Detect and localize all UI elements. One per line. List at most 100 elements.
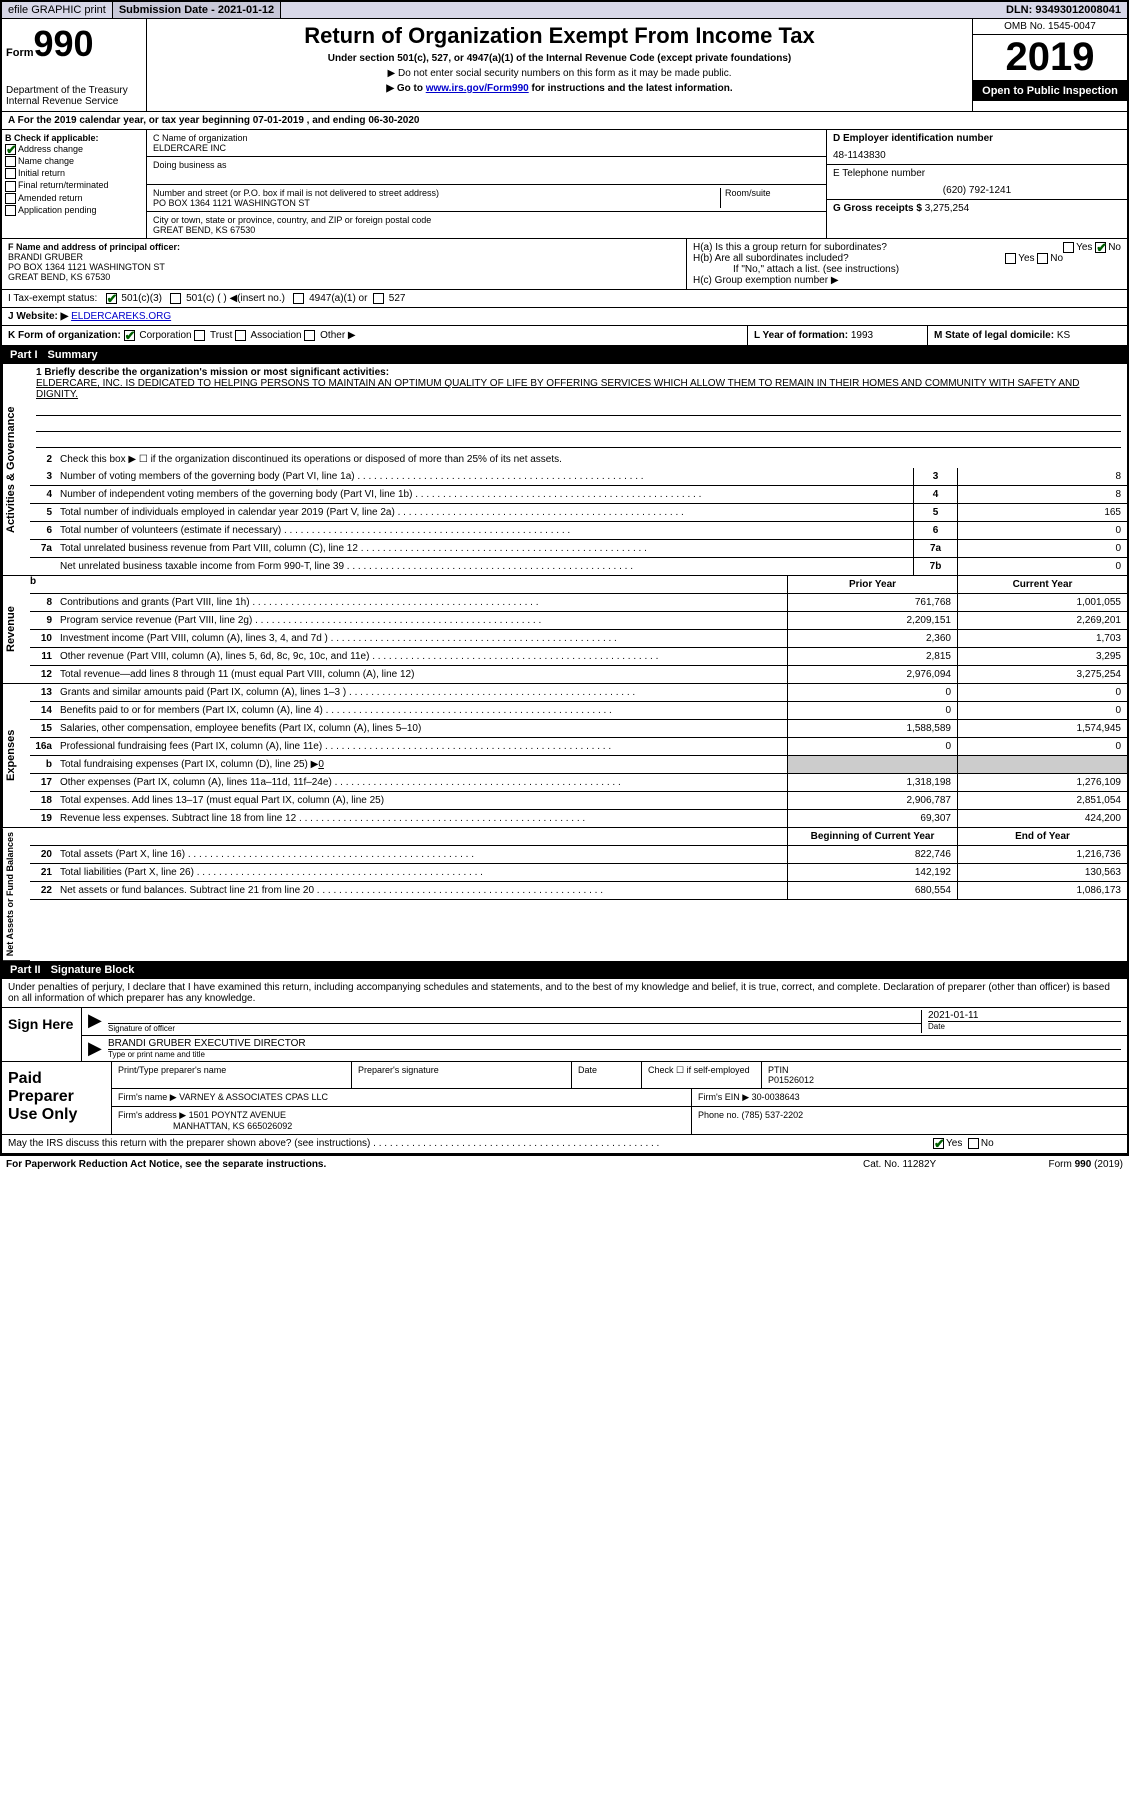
checkbox-icon[interactable] (373, 293, 384, 304)
dba-cell: Doing business as (147, 157, 826, 185)
footer-cat: Cat. No. 11282Y (863, 1159, 983, 1170)
form990-link[interactable]: www.irs.gov/Form990 (426, 83, 529, 94)
side-gov: Activities & Governance (2, 364, 30, 576)
period-row: A For the 2019 calendar year, or tax yea… (2, 112, 1127, 130)
section-b: B Check if applicable: Address change Na… (2, 130, 147, 238)
line-12: 12Total revenue—add lines 8 through 11 (… (30, 666, 1127, 684)
checkbox-icon[interactable] (968, 1138, 979, 1149)
checkbox-icon (5, 205, 16, 216)
paid-preparer-section: Paid Preparer Use Only Print/Type prepar… (2, 1061, 1127, 1134)
part2-header: Part II Signature Block (2, 961, 1127, 979)
city-value: GREAT BEND, KS 67530 (153, 225, 820, 235)
hc-row: H(c) Group exemption number ▶ (693, 275, 1121, 286)
section-c: C Name of organization ELDERCARE INC Doi… (147, 130, 827, 238)
checkbox-icon[interactable] (1063, 242, 1074, 253)
line-8: 8Contributions and grants (Part VIII, li… (30, 594, 1127, 612)
officer-name: BRANDI GRUBER (8, 252, 680, 262)
part1-title: Summary (48, 349, 98, 361)
page-footer: For Paperwork Reduction Act Notice, see … (0, 1156, 1129, 1173)
cb-app-pending[interactable]: Application pending (5, 205, 143, 216)
declaration-text: Under penalties of perjury, I declare th… (2, 979, 1127, 1007)
line-10: 10Investment income (Part VIII, column (… (30, 630, 1127, 648)
blank-line (36, 402, 1121, 416)
name-caption: C Name of organization (153, 133, 820, 143)
room-caption: Room/suite (725, 188, 820, 198)
checkbox-icon[interactable] (293, 293, 304, 304)
ssn-note: ▶ Do not enter social security numbers o… (151, 68, 968, 79)
checkbox-icon[interactable] (1037, 253, 1048, 264)
preparer-row-3: Firm's address ▶ 1501 POYNTZ AVENUE MANH… (112, 1107, 1127, 1134)
hb-label: H(b) Are all subordinates included? (693, 253, 849, 264)
tax-year: 2019 (973, 35, 1127, 81)
cb-initial[interactable]: Initial return (5, 168, 143, 179)
officer-printed-name: BRANDI GRUBER EXECUTIVE DIRECTOR (108, 1038, 1121, 1050)
org-name: ELDERCARE INC (153, 143, 820, 153)
mission-caption: 1 Briefly describe the organization's mi… (36, 367, 389, 378)
checkbox-icon[interactable] (124, 330, 135, 341)
checkbox-icon (5, 168, 16, 179)
cb-amended[interactable]: Amended return (5, 193, 143, 204)
website-row: J Website: ▶ ELDERCAREKS.ORG (2, 307, 1127, 325)
line-3: 3Number of voting members of the governi… (30, 468, 1127, 486)
gov-section: Activities & Governance 1 Briefly descri… (2, 364, 1127, 576)
line-21: 21Total liabilities (Part X, line 26)142… (30, 864, 1127, 882)
cb-final[interactable]: Final return/terminated (5, 180, 143, 191)
checkbox-icon[interactable] (304, 330, 315, 341)
col-headers-beg-end: Beginning of Current Year End of Year (30, 828, 1127, 846)
cb-address-change[interactable]: Address change (5, 144, 143, 155)
website-link[interactable]: ELDERCAREKS.ORG (71, 311, 171, 322)
city-cell: City or town, state or province, country… (147, 212, 826, 238)
discuss-row: May the IRS discuss this return with the… (2, 1134, 1127, 1153)
cb-name-change[interactable]: Name change (5, 156, 143, 167)
col-headers-py-cy: b Prior Year Current Year (30, 576, 1127, 594)
street-value: PO BOX 1364 1121 WASHINGTON ST (153, 198, 720, 208)
line-9: 9Program service revenue (Part VIII, lin… (30, 612, 1127, 630)
revenue-section: Revenue b Prior Year Current Year 8Contr… (2, 576, 1127, 684)
preparer-row-1: Print/Type preparer's name Preparer's si… (112, 1062, 1127, 1089)
checkbox-icon[interactable] (933, 1138, 944, 1149)
phone-value: (620) 792-1241 (833, 185, 1121, 196)
b-caption: B Check if applicable: (5, 133, 143, 143)
hb-note: If "No," attach a list. (see instruction… (693, 264, 1121, 275)
officer-name-line: ▶ BRANDI GRUBER EXECUTIVE DIRECTOR Type … (82, 1036, 1127, 1061)
part2-title: Signature Block (51, 964, 135, 976)
phone-caption: E Telephone number (833, 168, 1121, 179)
line-2: 2Check this box ▶ ☐ if the organization … (30, 451, 1127, 468)
checkbox-icon[interactable] (194, 330, 205, 341)
side-expenses: Expenses (2, 684, 30, 828)
section-de: D Employer identification number 48-1143… (827, 130, 1127, 238)
top-bar: efile GRAPHIC print Submission Date - 20… (2, 2, 1127, 19)
blank-line (36, 434, 1121, 448)
checkbox-icon[interactable] (1095, 242, 1106, 253)
checkbox-icon[interactable] (235, 330, 246, 341)
side-net: Net Assets or Fund Balances (2, 828, 30, 961)
hb-row: H(b) Are all subordinates included? Yes … (693, 253, 1121, 264)
line-17: 17Other expenses (Part IX, column (A), l… (30, 774, 1127, 792)
submission-date[interactable]: Submission Date - 2021-01-12 (113, 2, 281, 18)
footer-left: For Paperwork Reduction Act Notice, see … (6, 1159, 863, 1170)
header-right: OMB No. 1545-0047 2019 Open to Public In… (972, 19, 1127, 111)
line-14: 14Benefits paid to or for members (Part … (30, 702, 1127, 720)
officer-sig-line: ▶ Signature of officer 2021-01-11 Date (82, 1008, 1127, 1036)
line-6: 6Total number of volunteers (estimate if… (30, 522, 1127, 540)
checkbox-icon[interactable] (170, 293, 181, 304)
gross-value: 3,275,254 (925, 203, 970, 214)
dept-treasury: Department of the Treasury (6, 85, 142, 96)
header-center: Return of Organization Exempt From Incom… (147, 19, 972, 111)
officer-addr1: PO BOX 1364 1121 WASHINGTON ST (8, 262, 680, 272)
line-13: 13Grants and similar amounts paid (Part … (30, 684, 1127, 702)
omb-number: OMB No. 1545-0047 (973, 19, 1127, 35)
line-18: 18Total expenses. Add lines 13–17 (must … (30, 792, 1127, 810)
line-7a: 7aTotal unrelated business revenue from … (30, 540, 1127, 558)
checkbox-icon[interactable] (106, 293, 117, 304)
m-state: M State of legal domicile: KS (927, 326, 1127, 345)
form-header: Form990 Department of the Treasury Inter… (2, 19, 1127, 112)
ein-cell: D Employer identification number 48-1143… (827, 130, 1127, 165)
part1-label: Part I (10, 349, 38, 361)
checkbox-icon (5, 144, 16, 155)
line-1-mission: 1 Briefly describe the organization's mi… (30, 364, 1127, 451)
checkbox-icon[interactable] (1005, 253, 1016, 264)
klm-row: K Form of organization: Corporation Trus… (2, 325, 1127, 346)
goto-line: ▶ Go to www.irs.gov/Form990 for instruct… (151, 83, 968, 94)
street-caption: Number and street (or P.O. box if mail i… (153, 188, 720, 198)
